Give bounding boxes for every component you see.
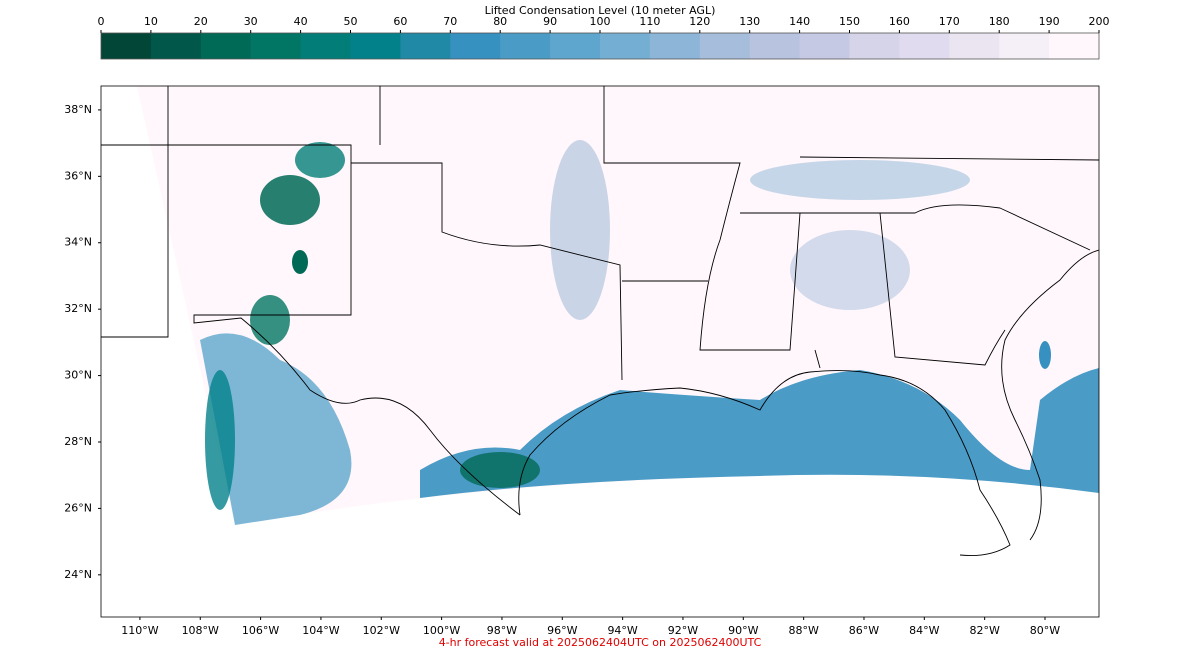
field-blob [295, 142, 345, 178]
lon-tick-label: 110°W [121, 624, 158, 637]
colorbar-tick-label: 150 [839, 15, 860, 28]
colorbar-bin [250, 33, 302, 59]
map-frame [100, 85, 1100, 618]
colorbar-bin [699, 33, 751, 59]
forecast-caption: 4-hr forecast valid at 2025062404UTC on … [439, 636, 762, 649]
field-blob [1039, 341, 1051, 369]
colorbar-bin [550, 33, 601, 59]
colorbar-bin [500, 33, 551, 59]
colorbar-bin [849, 33, 900, 59]
colorbar-tick-label: 90 [543, 15, 557, 28]
colorbar-tick-label: 70 [443, 15, 457, 28]
colorbar-tick-label: 20 [194, 15, 208, 28]
colorbar-tick-label: 0 [98, 15, 105, 28]
colorbar-bin [899, 33, 950, 59]
colorbar-bin [600, 33, 651, 59]
field-blob [292, 250, 308, 274]
coastline [518, 249, 1099, 556]
lon-tick-label: 96°W [547, 624, 577, 637]
colorbar-tick-label: 160 [889, 15, 910, 28]
lat-tick-label: 28°N [64, 435, 92, 448]
colorbar-tick-label: 180 [989, 15, 1010, 28]
lon-tick-label: 100°W [423, 624, 460, 637]
lat-tick-label: 34°N [64, 236, 92, 249]
colorbar-tick-label: 100 [590, 15, 611, 28]
field-blob [460, 452, 540, 488]
colorbar-tick-label: 80 [493, 15, 507, 28]
colorbar-bin [350, 33, 401, 59]
lat-tick-label: 38°N [64, 103, 92, 116]
colorbar-bin [400, 33, 451, 59]
lon-tick-label: 80°W [1030, 624, 1060, 637]
colorbar-bin [300, 33, 351, 59]
state-borders [101, 86, 1099, 516]
colorbar-tick-label: 170 [939, 15, 960, 28]
lon-tick-label: 90°W [728, 624, 758, 637]
colorbar-bin [1049, 33, 1100, 59]
colorbar-tick-label: 140 [789, 15, 810, 28]
colorbar-bin [101, 33, 152, 59]
colorbar-tick-label: 190 [1039, 15, 1060, 28]
lon-tick-label: 84°W [909, 624, 939, 637]
lon-tick-label: 106°W [242, 624, 279, 637]
colorbar-bin [150, 33, 202, 59]
field-blob [250, 295, 290, 345]
colorbar-tick-label: 50 [344, 15, 358, 28]
colorbar-tick-label: 30 [244, 15, 258, 28]
gulf-field [420, 368, 1099, 498]
lon-tick-label: 88°W [788, 624, 818, 637]
lon-tick-label: 108°W [182, 624, 219, 637]
colorbar-bin [999, 33, 1050, 59]
colorbar-bin [749, 33, 801, 59]
colorbar-tick-label: 130 [739, 15, 760, 28]
colorbar-bin [450, 33, 501, 59]
colorbar-bin [200, 33, 252, 59]
lon-tick-label: 98°W [487, 624, 517, 637]
lat-tick-label: 36°N [64, 169, 92, 182]
colorbar: 0 10 20 30 40 50 60 70 80 90 100 110 120 130 140 150 160… [98, 15, 1110, 60]
lon-tick-label: 104°W [302, 624, 339, 637]
colorbar-tick-label: 60 [393, 15, 407, 28]
lat-tick-label: 32°N [64, 302, 92, 315]
field-blob [550, 140, 610, 320]
map-axes: 110°W 108°W 106°W 104°W 102°W 100°W 98°W 96°W 94… [64, 103, 1060, 637]
map-field [101, 86, 1099, 556]
west-field [200, 333, 352, 525]
lat-tick-label: 26°N [64, 501, 92, 514]
colorbar-tick-label: 120 [689, 15, 710, 28]
colorbar-bin [949, 33, 1000, 59]
lon-tick-label: 82°W [969, 624, 999, 637]
colorbar-tick-label: 40 [294, 15, 308, 28]
lon-tick-label: 94°W [607, 624, 637, 637]
colorbar-tick-label: 110 [639, 15, 660, 28]
field-blob [790, 230, 910, 310]
colorbar-title: Lifted Condensation Level (10 meter AGL) [485, 4, 716, 17]
lon-tick-label: 86°W [849, 624, 879, 637]
lon-tick-label: 102°W [363, 624, 400, 637]
lon-tick-label: 92°W [668, 624, 698, 637]
lat-tick-label: 30°N [64, 369, 92, 382]
lat-tick-label: 24°N [64, 568, 92, 581]
field-blob [205, 370, 235, 510]
colorbar-bin [649, 33, 701, 59]
colorbar-tick-label: 200 [1089, 15, 1110, 28]
field-blob [260, 175, 320, 225]
field-blob [750, 160, 970, 200]
colorbar-bin [799, 33, 850, 59]
colorbar-tick-label: 10 [144, 15, 158, 28]
